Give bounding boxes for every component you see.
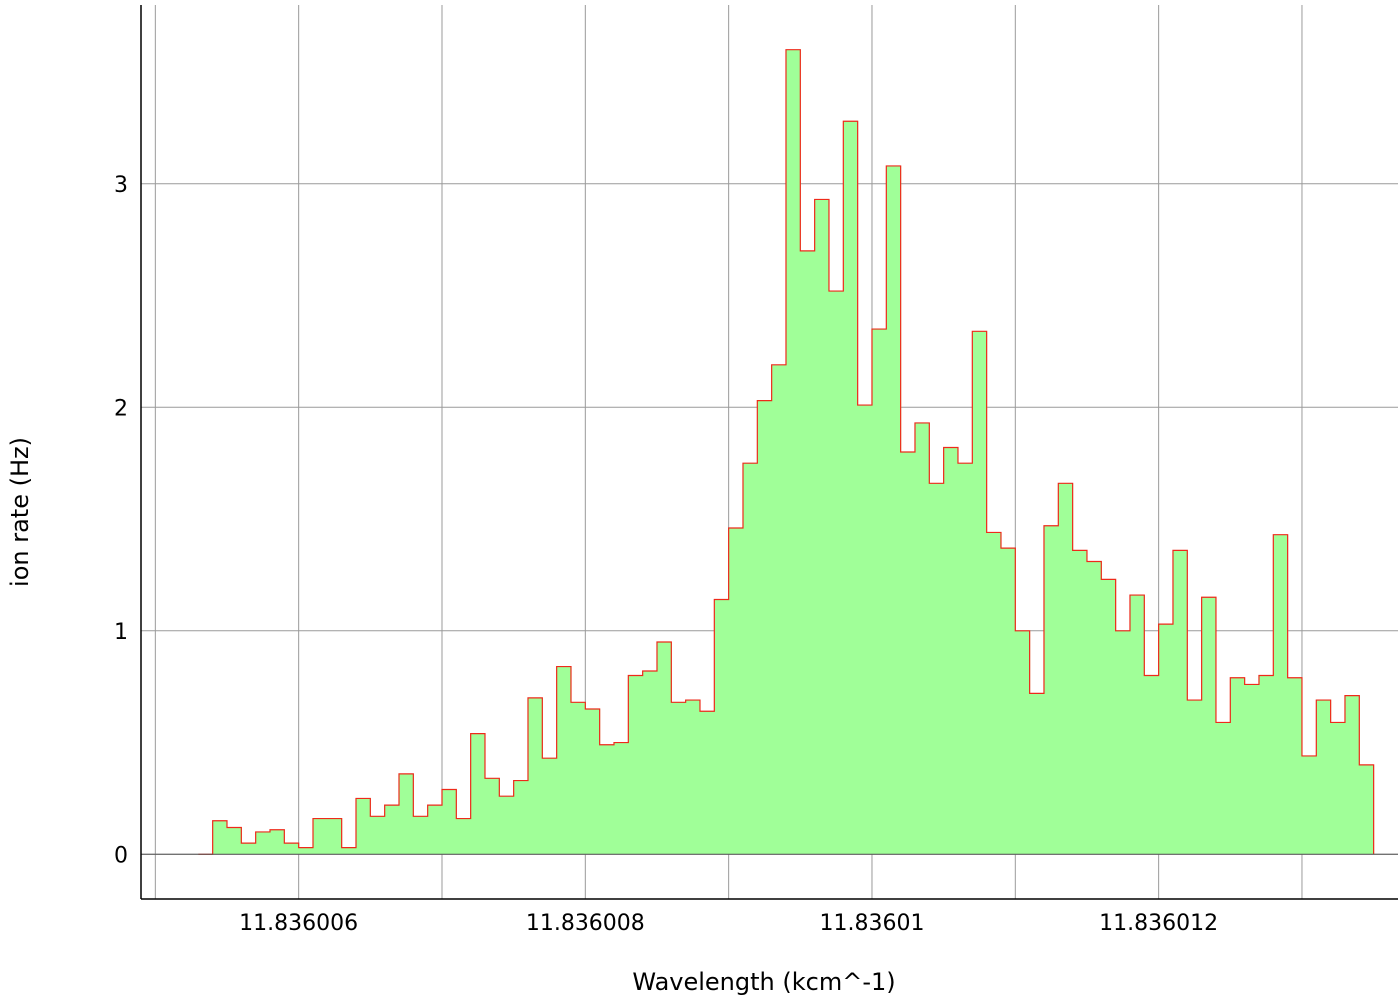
histogram-bin: [1129, 595, 1145, 855]
histogram-bin: [943, 447, 959, 855]
histogram-bin: [1043, 525, 1059, 855]
histogram-bin: [886, 165, 902, 855]
histogram-bin: [341, 847, 357, 855]
x-axis-title: Wavelength (kcm^-1): [632, 968, 895, 996]
histogram-bin: [570, 702, 586, 855]
histogram-bin: [1144, 675, 1160, 855]
histogram-bin: [255, 831, 271, 855]
histogram-bin: [298, 847, 314, 855]
histogram-bin: [914, 422, 930, 855]
histogram-bin: [771, 364, 787, 855]
histogram-bin: [1086, 561, 1102, 855]
histogram-bin: [312, 818, 328, 855]
histogram-bin: [499, 796, 515, 855]
histogram-bin: [929, 483, 945, 855]
histogram-bin: [699, 711, 715, 855]
histogram-bin: [484, 778, 500, 855]
histogram-bin: [1301, 755, 1317, 855]
histogram-bin: [1000, 548, 1016, 855]
histogram-bin: [1244, 684, 1260, 855]
histogram-bin: [384, 805, 400, 855]
histogram-bin: [714, 599, 730, 855]
histogram-bin: [556, 666, 572, 855]
histogram-bin: [742, 463, 758, 855]
histogram-bin: [241, 843, 257, 855]
y-tick-label: 3: [114, 173, 128, 198]
histogram-bin: [1258, 675, 1274, 855]
histogram-bin: [513, 780, 529, 855]
histogram-bin: [1072, 550, 1088, 855]
histogram-bin: [613, 742, 629, 855]
axes: [140, 5, 1398, 900]
x-tick-label: 11.836008: [526, 911, 645, 936]
histogram-bin: [728, 527, 744, 855]
x-tick-label: 11.836012: [1099, 911, 1218, 936]
histogram-bin: [828, 291, 844, 855]
histogram-bin: [800, 250, 816, 855]
histogram-bin: [1201, 597, 1217, 855]
histogram-bin: [1230, 677, 1246, 855]
histogram-bin: [628, 675, 644, 855]
histogram-bin: [284, 843, 300, 855]
y-axis-title: ion rate (Hz): [6, 437, 34, 587]
histogram-bin: [456, 818, 472, 855]
histogram-bin: [1015, 630, 1031, 855]
y-tick-label: 2: [114, 396, 128, 421]
histogram-bin: [1115, 630, 1131, 855]
histogram-bin: [398, 773, 414, 855]
histogram-bin: [355, 798, 371, 855]
histogram-bin: [599, 744, 615, 855]
histogram-bin: [857, 405, 873, 855]
histogram-outline: [198, 49, 1375, 855]
histogram-bin: [1172, 550, 1188, 855]
y-tick-label: 0: [114, 843, 128, 868]
histogram-bin: [370, 816, 386, 855]
histogram-bin: [986, 532, 1002, 855]
histogram-bin: [212, 820, 228, 855]
histogram-bin: [527, 697, 543, 855]
histogram-bin: [542, 758, 558, 855]
histogram-bin: [269, 829, 285, 855]
histogram-bin: [814, 199, 830, 855]
histogram-bin: [685, 700, 701, 855]
histogram-bin: [1330, 722, 1346, 855]
histogram-bin: [871, 329, 887, 855]
histogram-bin: [1058, 483, 1074, 855]
y-tick-label: 1: [114, 620, 128, 645]
x-tick-label: 11.836006: [239, 911, 358, 936]
histogram-bin: [1029, 693, 1045, 855]
histogram-bin: [1101, 579, 1117, 855]
histogram-bin: [972, 331, 988, 855]
histogram-bin: [1344, 695, 1360, 855]
histogram-bin: [1273, 534, 1289, 855]
tick-labels: 11.836006 11.836008 11.83601 11.836012 0 1 2 3: [114, 173, 1218, 936]
histogram-bin: [226, 827, 242, 855]
histogram-bin: [470, 733, 486, 855]
histogram-bin: [656, 641, 672, 855]
histogram-bin: [642, 671, 658, 855]
histogram-bin: [900, 452, 916, 855]
histogram-bin: [1316, 700, 1332, 855]
histogram-bin: [757, 400, 773, 855]
histogram-bin: [1158, 624, 1174, 855]
histogram-bin: [1187, 700, 1203, 855]
histogram-bin: [413, 816, 429, 855]
x-tick-label: 11.83601: [819, 911, 924, 936]
histogram-bin: [1287, 677, 1303, 855]
histogram-bin: [327, 818, 343, 855]
histogram-bin: [441, 789, 457, 855]
histogram-bin: [1215, 722, 1231, 855]
histogram-bin: [671, 702, 687, 855]
histogram-bin: [427, 805, 443, 855]
histogram-area: [198, 49, 1375, 855]
histogram-bin: [785, 49, 801, 855]
histogram-bin: [585, 709, 601, 855]
histogram-bin: [843, 121, 859, 855]
histogram-bin: [957, 463, 973, 855]
histogram-bin: [1359, 764, 1375, 855]
